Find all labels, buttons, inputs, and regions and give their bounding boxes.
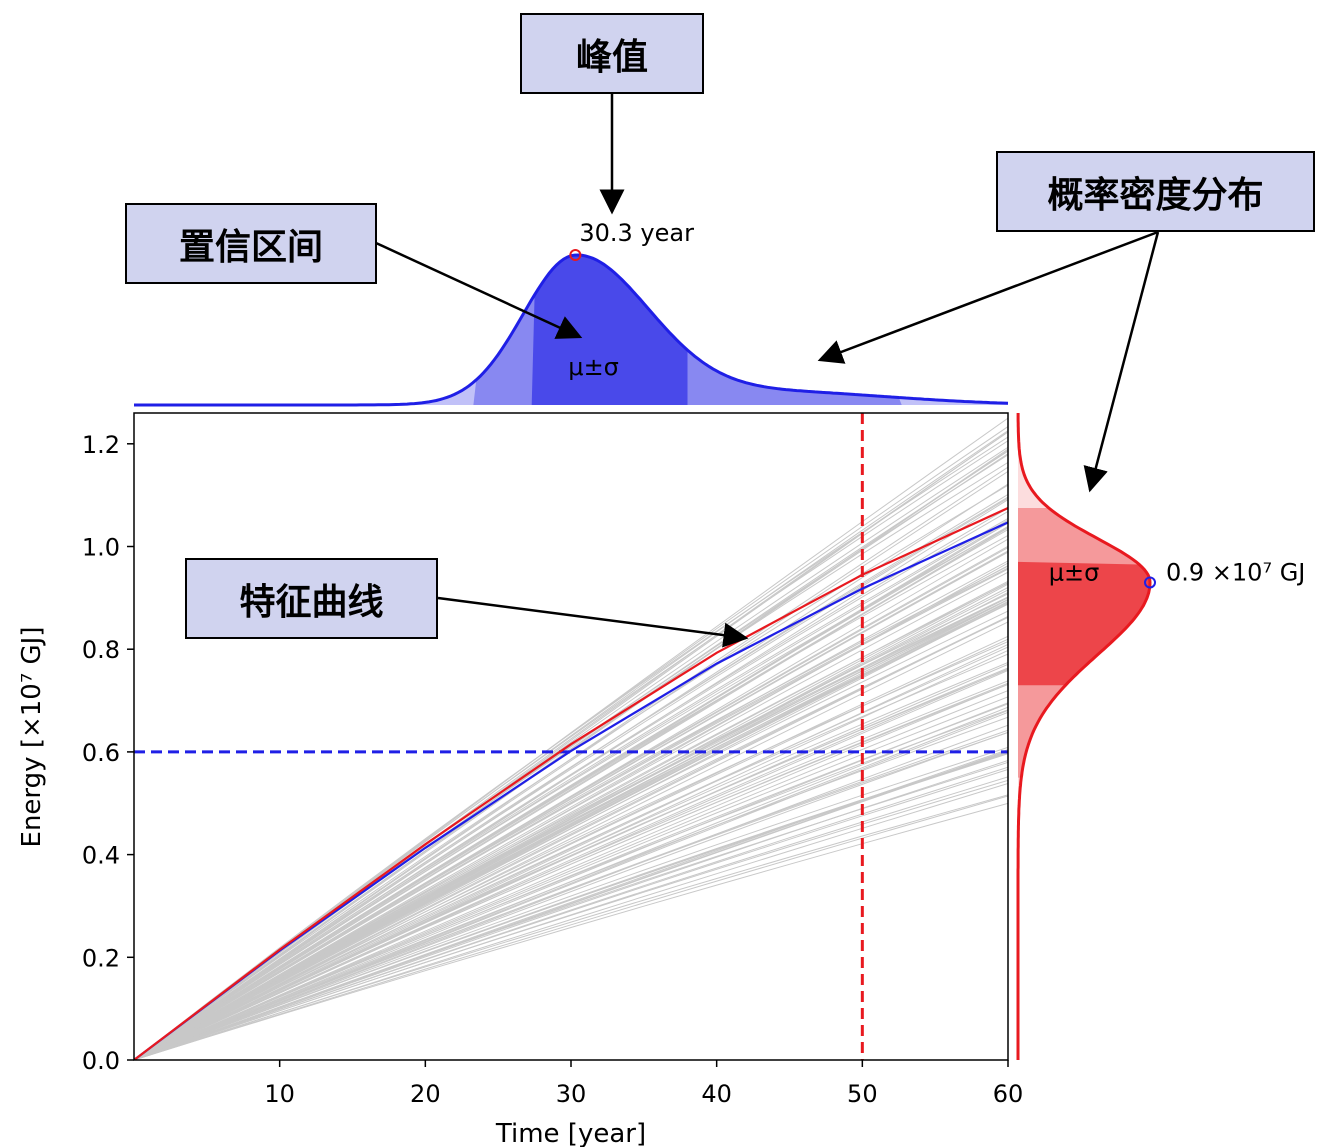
- pdf-arrow-top: [817, 230, 1159, 364]
- ensemble-lines: [134, 417, 1008, 1060]
- right-peak-marker: [1144, 576, 1156, 589]
- top-band-label: μ±σ: [568, 353, 619, 381]
- x-tick-label: 50: [847, 1080, 878, 1108]
- y-axis-ticks: 0.0 0.2 0.4 0.6 0.8 1.0 1.2: [82, 431, 134, 1075]
- x-axis-ticks: 10 20 30 40 50 60: [264, 1060, 1023, 1108]
- ensemble-line: [134, 802, 1008, 1060]
- reference-lines: [134, 413, 1008, 1060]
- ensemble-line: [134, 668, 1008, 1060]
- x-tick-label: 30: [556, 1080, 587, 1108]
- ensemble-line: [134, 593, 1008, 1060]
- top-peak-marker: [569, 249, 582, 262]
- ensemble-line: [134, 732, 1008, 1060]
- characteristic-curves: [134, 507, 1008, 1060]
- confidence-arrow: [375, 241, 583, 339]
- right-sigma-band: [1018, 561, 1150, 686]
- confidence-interval-callout: 置信区间: [125, 203, 377, 284]
- right-density: 0.9 ×10⁷ GJ μ±σ: [1016, 413, 1305, 1060]
- y-tick-label: 0.0: [82, 1047, 120, 1075]
- y-tick-label: 0.4: [82, 842, 120, 870]
- x-tick-label: 40: [701, 1080, 732, 1108]
- x-axis-label: Time [year]: [495, 1119, 646, 1147]
- pdf-callout: 概率密度分布: [996, 151, 1315, 232]
- x-tick-label: 60: [993, 1080, 1024, 1108]
- pdf-arrow-right: [1083, 231, 1160, 493]
- characteristic-curve-callout: 特征曲线: [185, 558, 438, 639]
- right-band-label: μ±σ: [1049, 558, 1100, 586]
- y-tick-label: 0.6: [82, 739, 120, 767]
- y-tick-label: 1.2: [82, 431, 120, 459]
- y-axis-label: Energy [×10⁷ GJ]: [17, 627, 47, 848]
- ensemble-line: [134, 690, 1008, 1060]
- right-density-curve: [1016, 413, 1152, 1060]
- y-tick-label: 0.8: [82, 636, 120, 664]
- y-tick-label: 1.0: [82, 534, 120, 562]
- peak-callout: 峰值: [520, 13, 704, 94]
- x-tick-label: 10: [264, 1080, 295, 1108]
- ensemble-line: [134, 650, 1008, 1060]
- ensemble-line: [134, 450, 1008, 1060]
- ensemble-line: [134, 526, 1008, 1060]
- x-tick-label: 20: [410, 1080, 441, 1108]
- y-tick-label: 0.2: [82, 944, 120, 972]
- ensemble-line: [134, 794, 1008, 1060]
- red-characteristic-curve: [134, 507, 1008, 1060]
- ensemble-line: [134, 646, 1008, 1060]
- curve-arrow: [437, 596, 749, 648]
- ensemble-line: [134, 547, 1008, 1060]
- right-peak-label: 0.9 ×10⁷ GJ: [1166, 558, 1305, 586]
- top-peak-label: 30.3 year: [579, 219, 694, 247]
- ensemble-line: [134, 483, 1008, 1060]
- ensemble-line: [134, 507, 1008, 1060]
- top-sigma-band: [531, 255, 688, 405]
